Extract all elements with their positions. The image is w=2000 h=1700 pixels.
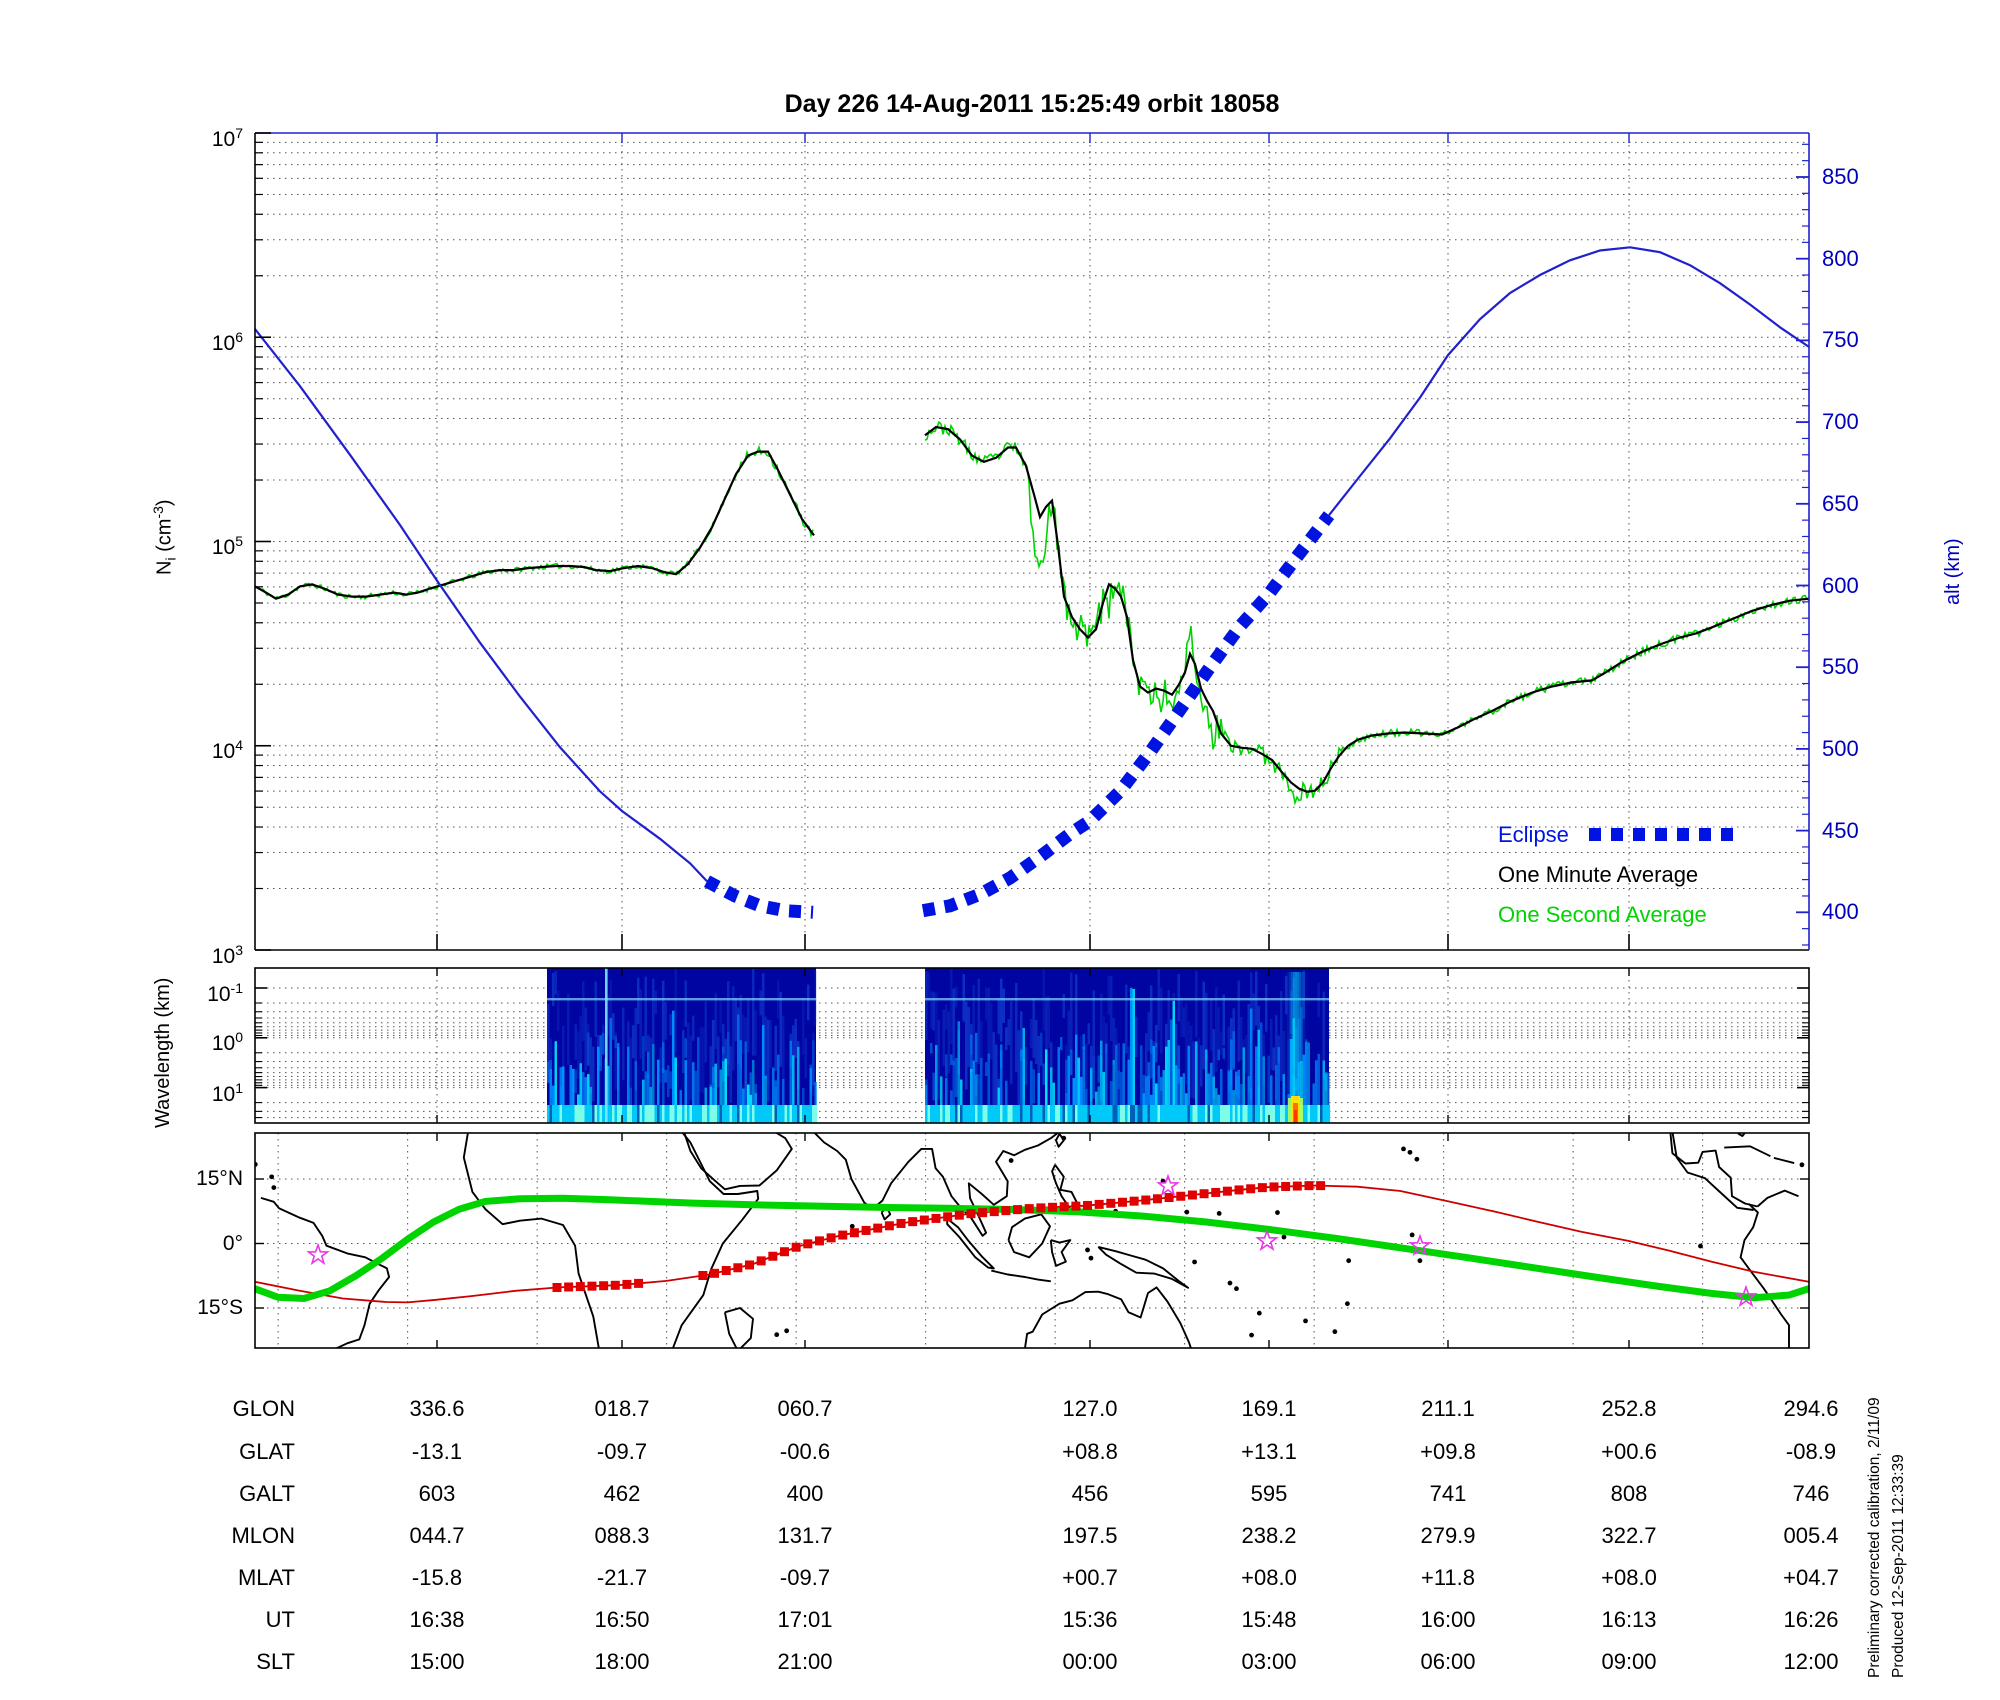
table-cell-UT-1: 16:50 [594,1607,650,1632]
p1-ytick-right: 700 [1822,409,1859,435]
legend-item-one-second: One Second Average [1498,902,1707,928]
table-cell-MLAT-2: -09.7 [779,1565,831,1590]
table-cell-MLAT-1: -21.7 [596,1565,648,1590]
map-lat-label: 0° [222,1231,243,1255]
table-cell-MLAT-7: +04.7 [1783,1565,1839,1590]
table-cell-MLON-1: 088.3 [594,1523,650,1548]
axis-label-altitude: alt (km) [1942,538,1964,605]
p1-ytick-right: 600 [1822,572,1859,598]
table-cell-UT-7: 16:26 [1783,1607,1839,1632]
legend-item-eclipse: Eclipse [1498,822,1741,848]
table-cell-SLT-1: 18:00 [594,1649,650,1674]
table-cell-GLON-4: 169.1 [1241,1396,1297,1421]
table-row-label-MLAT: MLAT [237,1565,295,1590]
legend-label-eclipse: Eclipse [1498,822,1569,847]
table-cell-SLT-2: 21:00 [777,1649,833,1674]
table-cell-MLAT-4: +08.0 [1241,1565,1297,1590]
footer-produced-note: Produced 12-Sep-2011 12:33:39 [1890,1454,1907,1678]
table-cell-GLON-5: 211.1 [1421,1396,1475,1421]
table-cell-UT-0: 16:38 [409,1607,465,1632]
table-cell-GLAT-2: -00.6 [779,1439,831,1464]
table-cell-UT-3: 15:36 [1062,1607,1118,1632]
table-cell-GLAT-0: -13.1 [411,1439,463,1464]
table-cell-SLT-5: 06:00 [1420,1649,1476,1674]
p1-ytick-right: 450 [1822,817,1859,843]
p1-ytick-left: 104 [211,737,243,763]
table-cell-GLON-2: 060.7 [777,1396,833,1421]
table-cell-GLAT-4: +13.1 [1241,1439,1297,1464]
table-cell-GALT-1: 462 [603,1481,641,1506]
table-cell-MLAT-0: -15.8 [411,1565,463,1590]
table-cell-GLAT-6: +00.6 [1601,1439,1657,1464]
table-cell-MLON-0: 044.7 [409,1523,465,1548]
table-cell-MLON-2: 131.7 [777,1523,833,1548]
p1-ytick-right: 500 [1822,735,1859,761]
table-cell-MLON-3: 197.5 [1062,1523,1118,1548]
p1-ytick-left: 107 [211,125,243,151]
legend-label-one-second: One Second Average [1498,902,1707,927]
map-lat-label: 15°S [197,1296,243,1319]
table-cell-UT-5: 16:00 [1420,1607,1476,1632]
table-row-label-SLT: SLT [256,1649,295,1674]
p1-ytick-left: 105 [211,533,243,559]
table-cell-MLON-7: 005.4 [1783,1523,1839,1548]
p1-ytick-left: 103 [211,942,243,968]
page-title: Day 226 14-Aug-2011 15:25:49 orbit 18058 [784,90,1280,118]
footer-calibration-note: Preliminary corrected calibration, 2/11/… [1866,1397,1883,1678]
table-row-label-GLON: GLON [232,1396,295,1421]
table-row-label-UT: UT [265,1607,295,1632]
p1-ytick-right: 750 [1822,327,1859,353]
p2-ytick: 10-1 [207,980,243,1006]
table-cell-GLAT-5: +09.8 [1420,1439,1476,1464]
p2-ytick: 100 [211,1029,243,1055]
table-cell-GLON-3: 127.0 [1062,1396,1118,1421]
table-cell-MLON-6: 322.7 [1601,1523,1657,1548]
table-cell-SLT-7: 12:00 [1783,1649,1839,1674]
p1-ytick-left: 106 [211,329,243,355]
table-cell-UT-4: 15:48 [1241,1607,1297,1632]
table-cell-MLAT-3: +00.7 [1062,1565,1118,1590]
p2-ytick: 101 [211,1080,243,1106]
table-cell-GLAT-7: -08.9 [1785,1439,1837,1464]
table-cell-SLT-6: 09:00 [1601,1649,1657,1674]
table-cell-GALT-0: 603 [418,1481,456,1506]
table-cell-GALT-5: 741 [1429,1481,1467,1506]
table-cell-MLON-4: 238.2 [1241,1523,1297,1548]
table-cell-GALT-2: 400 [786,1481,824,1506]
table-cell-GLON-7: 294.6 [1783,1396,1839,1421]
table-cell-GLAT-1: -09.7 [596,1439,648,1464]
table-cell-GALT-7: 746 [1792,1481,1830,1506]
p1-ytick-right: 650 [1822,490,1859,516]
legend-item-one-minute: One Minute Average [1498,862,1698,888]
table-cell-MLON-5: 279.9 [1420,1523,1476,1548]
table-cell-UT-2: 17:01 [777,1607,833,1632]
legend-label-one-minute: One Minute Average [1498,862,1699,887]
table-cell-SLT-0: 15:00 [409,1649,465,1674]
table-cell-GLON-0: 336.6 [409,1396,465,1421]
table-cell-GLAT-3: +08.8 [1062,1439,1118,1464]
eclipse-dash-swatch [1588,827,1741,841]
table-cell-GALT-3: 456 [1071,1481,1109,1506]
table-cell-UT-6: 16:13 [1601,1607,1657,1632]
table-cell-GALT-6: 808 [1610,1481,1648,1506]
table-cell-GLON-1: 018.7 [594,1396,650,1421]
p1-ytick-right: 800 [1822,245,1859,271]
table-cell-GLON-6: 252.8 [1601,1396,1657,1421]
p1-ytick-right: 400 [1822,899,1859,925]
table-row-label-MLON: MLON [231,1523,295,1548]
p1-ytick-right: 850 [1822,164,1859,189]
table-cell-GALT-4: 595 [1250,1481,1288,1506]
table-cell-MLAT-5: +11.8 [1420,1565,1476,1590]
map-lat-label: 15°N [196,1167,243,1190]
p1-ytick-right: 550 [1822,654,1859,680]
table-row-label-GLAT: GLAT [239,1439,295,1464]
table-cell-SLT-4: 03:00 [1241,1649,1297,1674]
table-cell-SLT-3: 00:00 [1062,1649,1118,1674]
table-row-label-GALT: GALT [239,1481,295,1506]
table-cell-MLAT-6: +08.0 [1601,1565,1657,1590]
